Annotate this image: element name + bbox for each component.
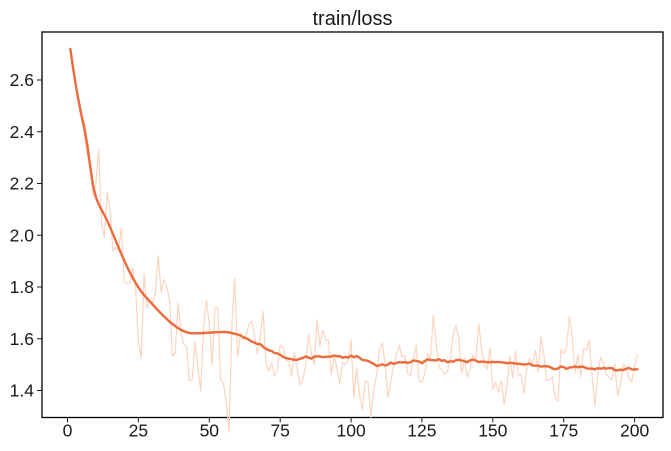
svg-text:2.2: 2.2 [10, 174, 34, 194]
svg-text:1.4: 1.4 [10, 381, 35, 401]
svg-text:75: 75 [270, 421, 289, 441]
svg-text:2.4: 2.4 [10, 122, 35, 142]
svg-text:125: 125 [407, 421, 436, 441]
svg-text:200: 200 [620, 421, 649, 441]
svg-text:25: 25 [129, 421, 148, 441]
svg-text:train/loss: train/loss [312, 8, 392, 30]
svg-text:100: 100 [336, 421, 365, 441]
svg-text:175: 175 [549, 421, 578, 441]
svg-text:2.6: 2.6 [10, 70, 34, 90]
svg-text:1.6: 1.6 [10, 329, 34, 349]
svg-text:0: 0 [63, 421, 73, 441]
svg-text:150: 150 [478, 421, 507, 441]
svg-text:50: 50 [200, 421, 220, 441]
svg-text:1.8: 1.8 [10, 277, 34, 297]
svg-text:2.0: 2.0 [10, 225, 35, 245]
